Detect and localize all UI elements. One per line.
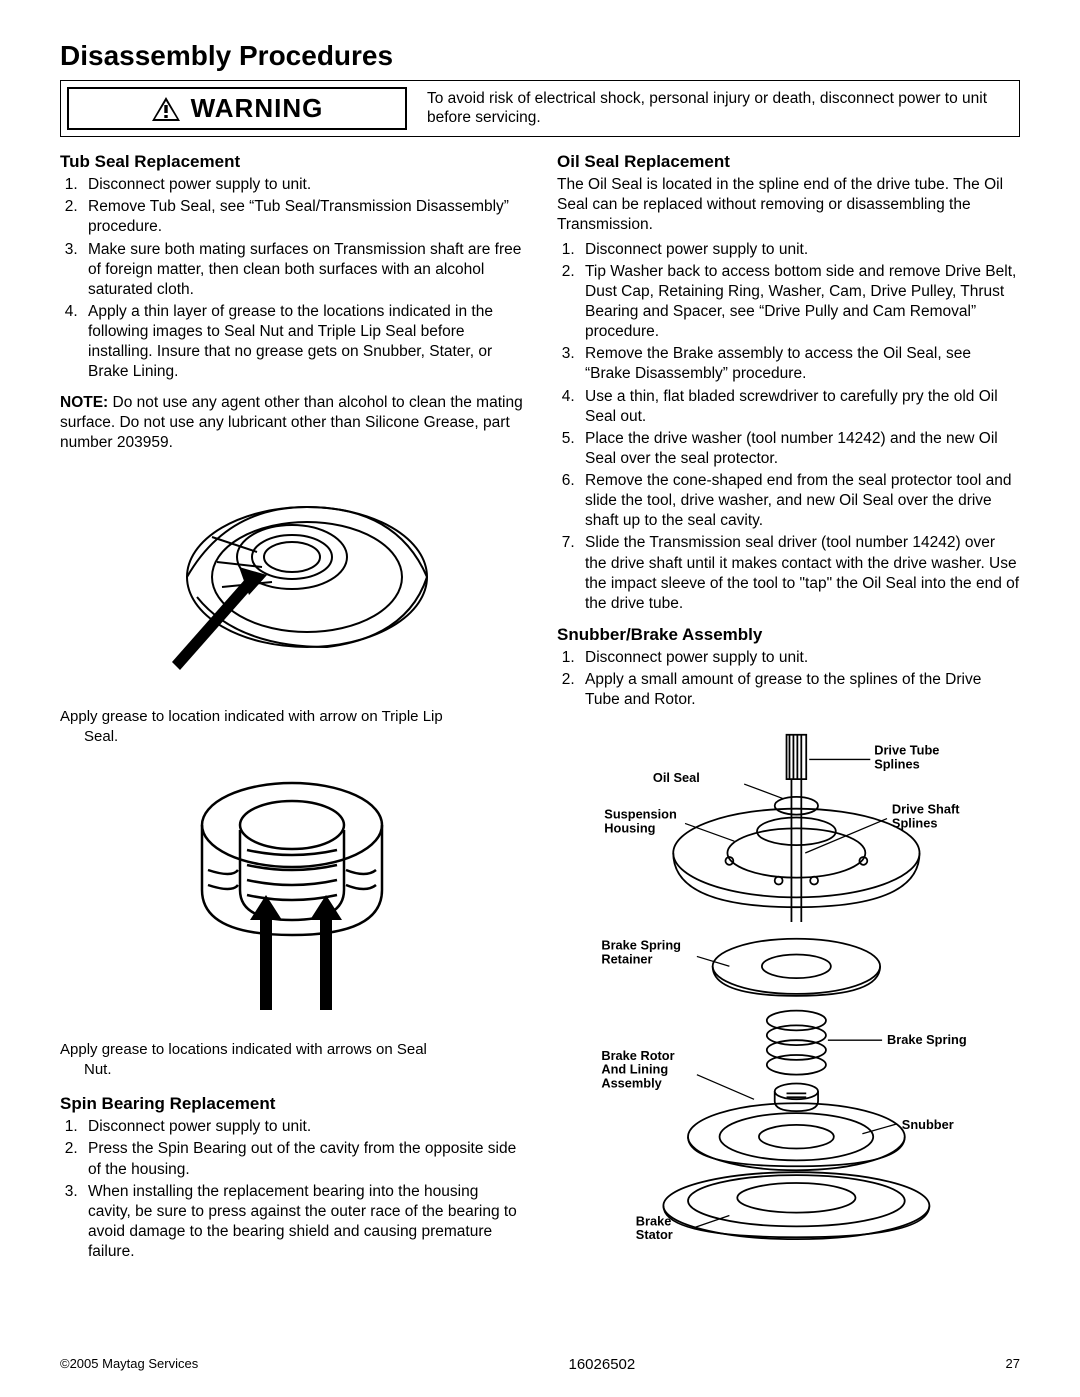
svg-text:Splines: Splines bbox=[892, 815, 938, 830]
svg-text:Brake Rotor: Brake Rotor bbox=[601, 1047, 674, 1062]
list-item: When installing the replacement bearing … bbox=[82, 1182, 523, 1263]
spin-bearing-title: Spin Bearing Replacement bbox=[60, 1093, 523, 1115]
list-item: Disconnect power supply to unit. bbox=[82, 175, 523, 195]
svg-text:And Lining: And Lining bbox=[601, 1061, 668, 1076]
footer-pagenum: 27 bbox=[1006, 1356, 1020, 1373]
svg-text:Housing: Housing bbox=[604, 820, 655, 835]
warning-triangle-icon bbox=[151, 96, 181, 122]
right-column: Oil Seal Replacement The Oil Seal is loc… bbox=[557, 151, 1020, 1272]
list-item: Disconnect power supply to unit. bbox=[579, 240, 1020, 260]
list-item: Slide the Transmission seal driver (tool… bbox=[579, 533, 1020, 614]
svg-text:Drive Tube: Drive Tube bbox=[874, 742, 939, 757]
caption-line: Apply grease to location indicated with … bbox=[60, 708, 443, 725]
list-item: Remove the cone-shaped end from the seal… bbox=[579, 471, 1020, 531]
caption-line: Seal. bbox=[60, 727, 523, 747]
tub-seal-title: Tub Seal Replacement bbox=[60, 151, 523, 173]
svg-text:Splines: Splines bbox=[874, 756, 920, 771]
snubber-title: Snubber/Brake Assembly bbox=[557, 624, 1020, 646]
oil-seal-title: Oil Seal Replacement bbox=[557, 151, 1020, 173]
note-body: Do not use any agent other than alcohol … bbox=[60, 394, 523, 451]
svg-text:Drive Shaft: Drive Shaft bbox=[892, 801, 960, 816]
list-item: Place the drive washer (tool number 1424… bbox=[579, 429, 1020, 469]
list-item: Disconnect power supply to unit. bbox=[579, 648, 1020, 668]
svg-text:Assembly: Assembly bbox=[601, 1075, 662, 1090]
svg-text:Stator: Stator bbox=[636, 1227, 673, 1242]
left-column: Tub Seal Replacement Disconnect power su… bbox=[60, 151, 523, 1272]
warning-row: WARNING To avoid risk of electrical shoc… bbox=[60, 80, 1020, 137]
footer-copyright: ©2005 Maytag Services bbox=[60, 1356, 198, 1373]
svg-text:Brake Spring: Brake Spring bbox=[887, 1032, 967, 1047]
list-item: Apply a small amount of grease to the sp… bbox=[579, 670, 1020, 710]
oil-seal-steps: Disconnect power supply to unit. Tip Was… bbox=[557, 240, 1020, 615]
caption-triple-lip: Apply grease to location indicated with … bbox=[60, 707, 523, 746]
list-item: Disconnect power supply to unit. bbox=[82, 1117, 523, 1137]
oil-seal-intro: The Oil Seal is located in the spline en… bbox=[557, 175, 1020, 235]
list-item: Use a thin, flat bladed screwdriver to c… bbox=[579, 387, 1020, 427]
caption-line: Apply grease to locations indicated with… bbox=[60, 1041, 427, 1058]
list-item: Remove Tub Seal, see “Tub Seal/Transmiss… bbox=[82, 197, 523, 237]
svg-text:Oil Seal: Oil Seal bbox=[653, 770, 700, 785]
list-item: Make sure both mating surfaces on Transm… bbox=[82, 240, 523, 300]
caption-line: Nut. bbox=[60, 1060, 523, 1080]
list-item: Tip Washer back to access bottom side an… bbox=[579, 262, 1020, 343]
note-label: NOTE: bbox=[60, 394, 108, 411]
list-item: Press the Spin Bearing out of the cavity… bbox=[82, 1139, 523, 1179]
caption-seal-nut: Apply grease to locations indicated with… bbox=[60, 1040, 523, 1079]
spin-bearing-steps: Disconnect power supply to unit. Press t… bbox=[60, 1117, 523, 1262]
seal-nut-figure bbox=[60, 760, 523, 1036]
content-columns: Tub Seal Replacement Disconnect power su… bbox=[60, 151, 1020, 1272]
warning-box: WARNING bbox=[67, 87, 407, 130]
svg-text:Brake Spring: Brake Spring bbox=[601, 937, 681, 952]
tub-seal-steps: Disconnect power supply to unit. Remove … bbox=[60, 175, 523, 382]
triple-lip-seal-figure bbox=[60, 467, 523, 703]
svg-text:Retainer: Retainer bbox=[601, 951, 652, 966]
page-title: Disassembly Procedures bbox=[60, 40, 1020, 72]
warning-label: WARNING bbox=[191, 93, 324, 124]
svg-text:Suspension: Suspension bbox=[604, 806, 677, 821]
tub-seal-note: NOTE: Do not use any agent other than al… bbox=[60, 393, 523, 453]
snubber-steps: Disconnect power supply to unit. Apply a… bbox=[557, 648, 1020, 710]
warning-text: To avoid risk of electrical shock, perso… bbox=[413, 81, 1019, 136]
brake-assembly-diagram: Oil Seal Drive TubeSplines SuspensionHou… bbox=[557, 721, 1020, 1257]
footer-docnum: 16026502 bbox=[568, 1356, 635, 1373]
page-footer: ©2005 Maytag Services 16026502 27 bbox=[60, 1356, 1020, 1373]
svg-text:Snubber: Snubber bbox=[902, 1116, 954, 1131]
svg-text:Brake: Brake bbox=[636, 1213, 672, 1228]
list-item: Remove the Brake assembly to access the … bbox=[579, 344, 1020, 384]
list-item: Apply a thin layer of grease to the loca… bbox=[82, 302, 523, 383]
